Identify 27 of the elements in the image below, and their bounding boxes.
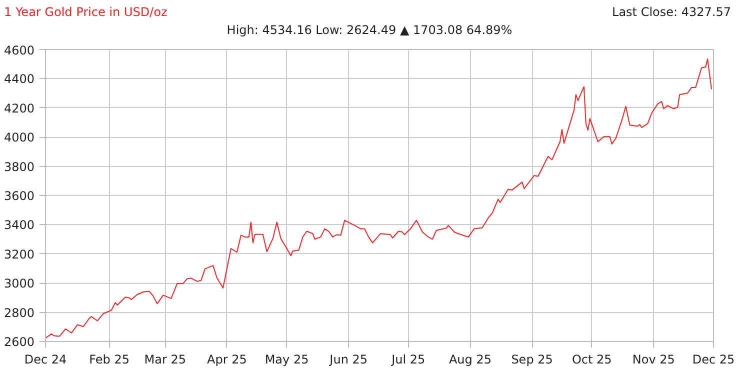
y-tick-label: 3200 — [4, 247, 35, 262]
chart-subtitle: High: 4534.16 Low: 2624.49 ▲ 1703.08 64.89% — [226, 22, 514, 39]
y-tick-label: 3600 — [4, 189, 35, 203]
x-tick-label: Aug 25 — [448, 352, 492, 366]
x-tick-label: Oct 25 — [572, 352, 612, 366]
x-tick-label: Mar 25 — [144, 352, 186, 366]
x-tick-label: Jun 25 — [328, 352, 368, 366]
text: Last Close: 4327.57 — [612, 4, 731, 21]
x-tick-label: Feb 25 — [89, 352, 130, 366]
x-tick-label: Apr 25 — [207, 352, 247, 366]
y-tick-label: 2800 — [4, 306, 35, 320]
line-series — [46, 58, 712, 338]
y-tick-label: 3400 — [4, 218, 35, 232]
x-tick-label: Dec 24 — [24, 352, 67, 366]
y-tick-label: 4400 — [4, 72, 35, 86]
y-tick-label: 3000 — [4, 276, 35, 291]
x-tick-label: Sep 25 — [511, 352, 553, 366]
y-tick-label: 4200 — [4, 101, 35, 116]
y-tick-label: 4600 — [4, 44, 35, 58]
y-tick-label: 2600 — [4, 335, 35, 349]
chart-title: 1 Year Gold Price in USD/oz — [4, 4, 168, 21]
x-tick-label: Dec 25 — [692, 352, 735, 366]
x-tick-label: Jul 25 — [390, 352, 426, 366]
x-tick-label: Nov 25 — [632, 352, 675, 366]
x-tick-label: May 25 — [264, 352, 309, 366]
y-tick-label: 4000 — [4, 130, 35, 145]
y-tick-label: 3800 — [4, 160, 35, 174]
